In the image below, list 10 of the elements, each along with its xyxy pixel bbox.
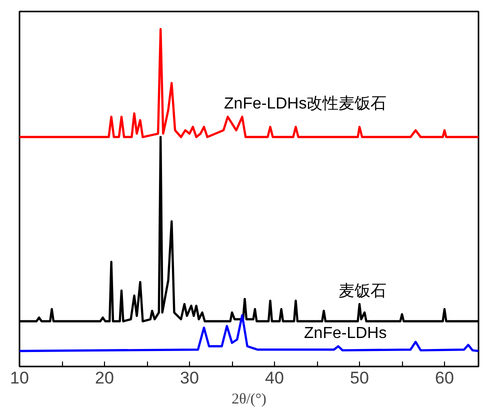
x-tick-label: 10 [10, 368, 29, 388]
x-tick-label: 60 [435, 368, 454, 388]
x-tick-label: 30 [180, 368, 199, 388]
series-label: ZnFe-LDHs [304, 325, 387, 342]
x-tick-label: 20 [95, 368, 114, 388]
x-axis-title: 2θ/(°) [232, 392, 266, 408]
x-tick-label: 50 [350, 368, 369, 388]
x-tick-label: 40 [265, 368, 284, 388]
series-label: ZnFe-LDHs改性麦饭石 [224, 94, 387, 113]
series-label: 麦饭石 [338, 282, 387, 300]
